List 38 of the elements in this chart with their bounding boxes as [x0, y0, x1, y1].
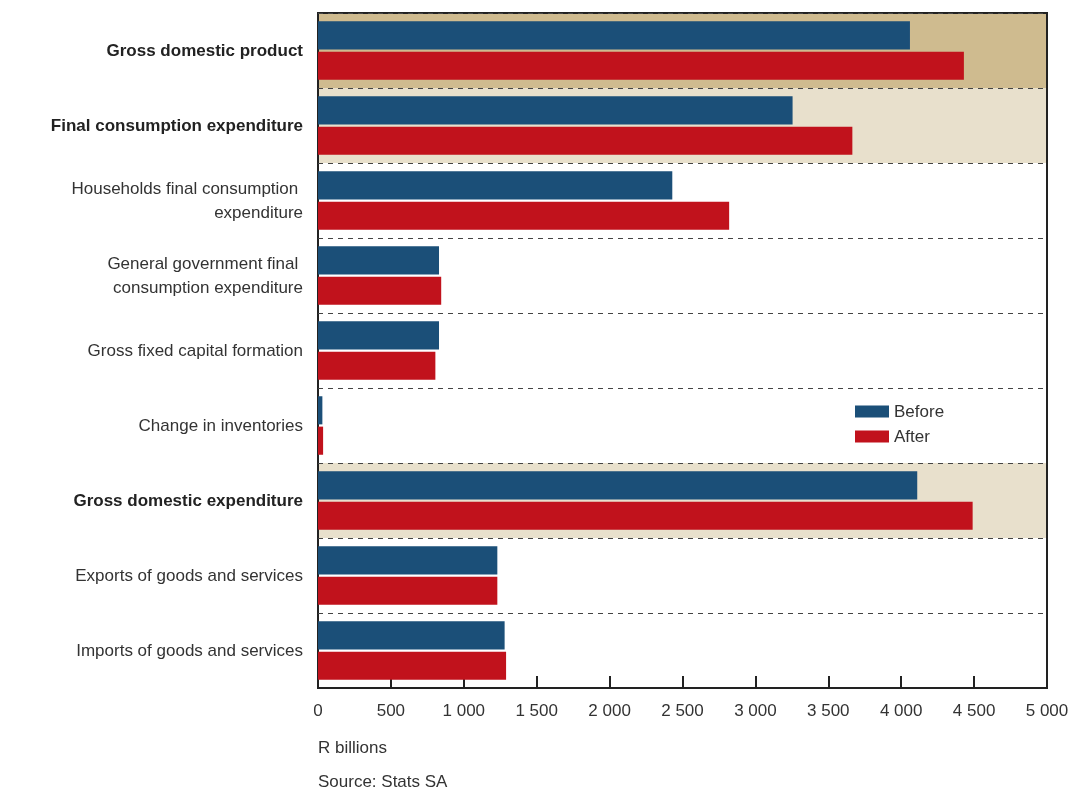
y-tick-label: General government final consumption expenditure [107, 254, 303, 297]
bar [318, 96, 793, 125]
legend-label: Before [894, 402, 945, 421]
bar [318, 276, 442, 305]
y-tick-label: Exports of goods and services [75, 566, 303, 585]
y-tick-label: Imports of goods and services [76, 641, 303, 660]
bar [318, 651, 507, 680]
x-axis-title: R billions [318, 738, 387, 757]
x-tick-label: 500 [376, 701, 406, 720]
x-tick-label: 4 500 [952, 701, 996, 720]
x-tick-label: 5 000 [1025, 701, 1069, 720]
bar [318, 426, 324, 455]
bar [318, 126, 853, 155]
x-tick-label: 3 000 [734, 701, 777, 720]
bar [318, 576, 498, 605]
x-tick-label: 2 000 [588, 701, 631, 720]
bar [318, 621, 505, 650]
x-tick-label: 4 000 [879, 701, 923, 720]
x-tick-label: 2 500 [661, 701, 704, 720]
bar [318, 246, 440, 275]
bar [318, 171, 673, 200]
bar [318, 546, 498, 575]
y-tick-label: Change in inventories [138, 416, 303, 435]
bar [318, 351, 436, 380]
y-tick-label: Gross domestic expenditure [73, 491, 303, 510]
x-tick-label: 3 500 [807, 701, 850, 720]
y-tick-label: Gross fixed capital formation [87, 341, 303, 360]
x-tick-label: 1 000 [442, 701, 486, 720]
legend-label: After [894, 427, 931, 446]
y-tick-label: Final consumption expenditure [50, 116, 303, 135]
bar [318, 396, 323, 425]
y-tick-label: Gross domestic product [106, 41, 304, 60]
y-tick-label: Households final consumption expenditure [71, 179, 303, 222]
x-tick-label: 0 [313, 701, 323, 720]
x-tick-label: 1 500 [515, 701, 558, 720]
bar [318, 321, 440, 350]
bar [318, 201, 730, 230]
source-note: Source: Stats SA [318, 772, 449, 791]
